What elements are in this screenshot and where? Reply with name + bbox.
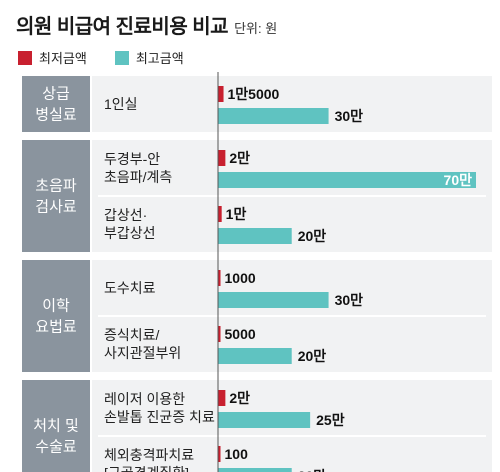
value-label-min-3-1: 100 — [225, 446, 249, 462]
legend-label-min: 최저금액 — [39, 51, 87, 66]
legend-item-max: 최고금액 — [114, 48, 184, 67]
legend-swatch-max — [114, 50, 129, 65]
item-label-1-1: 갑상선· 부갑상선 — [104, 207, 156, 241]
bar-max-1-1 — [218, 228, 292, 244]
item-label-3-1: 체외충격파치료[근골격계질환] — [104, 447, 194, 472]
group-label-1: 초음파 검사료 — [35, 178, 77, 216]
unit-label: 단위: 원 — [234, 21, 278, 36]
bar-min-1-1 — [218, 206, 222, 222]
value-label-min-2-0: 1000 — [225, 270, 256, 286]
value-label-max-3-1: 20만 — [298, 468, 327, 472]
legend: 최저금액 최고금액 — [18, 48, 184, 67]
bar-min-2-0 — [218, 270, 221, 286]
group-label-0: 상급 병실료 — [35, 86, 77, 124]
value-label-min-1-1: 1만 — [226, 206, 247, 222]
bar-max-3-1 — [218, 468, 292, 472]
value-label-max-1-1: 20만 — [298, 228, 327, 244]
item-label-2-1: 증식치료/사지관절부위 — [104, 327, 181, 361]
item-label-1-0: 두경부-안 초음파/계측 — [104, 151, 172, 185]
value-label-min-0-0: 1만5000 — [228, 86, 280, 102]
value-label-max-2-1: 20만 — [298, 348, 327, 364]
value-label-min-3-0: 2만 — [229, 390, 250, 406]
group-box-1 — [22, 140, 90, 252]
bar-max-0-0 — [218, 108, 329, 124]
value-label-max-1-0: 70만 — [444, 172, 473, 188]
bar-min-0-0 — [218, 86, 224, 102]
bar-min-2-1 — [218, 326, 221, 342]
group-label-3: 처치 및 수술료 — [33, 418, 79, 456]
bar-min-3-1 — [218, 446, 221, 462]
item-label-3-0: 레이저 이용한 손발톱 진균증 치료 — [104, 391, 215, 425]
bar-min-3-0 — [218, 390, 226, 406]
group-box-0 — [22, 76, 90, 132]
item-label-0-0: 1인실 — [104, 96, 138, 112]
group-box-2 — [22, 260, 90, 372]
value-label-min-1-0: 2만 — [229, 150, 250, 166]
legend-label-max: 최고금액 — [135, 51, 184, 66]
bar-max-2-1 — [218, 348, 292, 364]
value-label-max-0-0: 30만 — [335, 108, 364, 124]
bar-min-1-0 — [218, 150, 226, 166]
value-label-min-2-1: 5000 — [225, 326, 256, 342]
chart-title: 의원 비급여 진료비용 비교 — [16, 16, 229, 38]
bar-max-1-0 — [218, 172, 476, 188]
value-label-max-3-0: 25만 — [316, 412, 345, 428]
group-box-3 — [22, 380, 90, 472]
value-label-max-2-0: 30만 — [335, 292, 364, 308]
bar-max-3-0 — [218, 412, 311, 428]
group-label-2: 이학 요법료 — [35, 298, 77, 336]
legend-swatch-min — [18, 50, 32, 65]
item-label-2-0: 도수치료 — [104, 280, 156, 296]
bar-max-2-0 — [218, 292, 329, 308]
chart-header: 의원 비급여 진료비용 비교 단위: 원 — [16, 10, 277, 39]
legend-item-min: 최저금액 — [18, 48, 87, 67]
